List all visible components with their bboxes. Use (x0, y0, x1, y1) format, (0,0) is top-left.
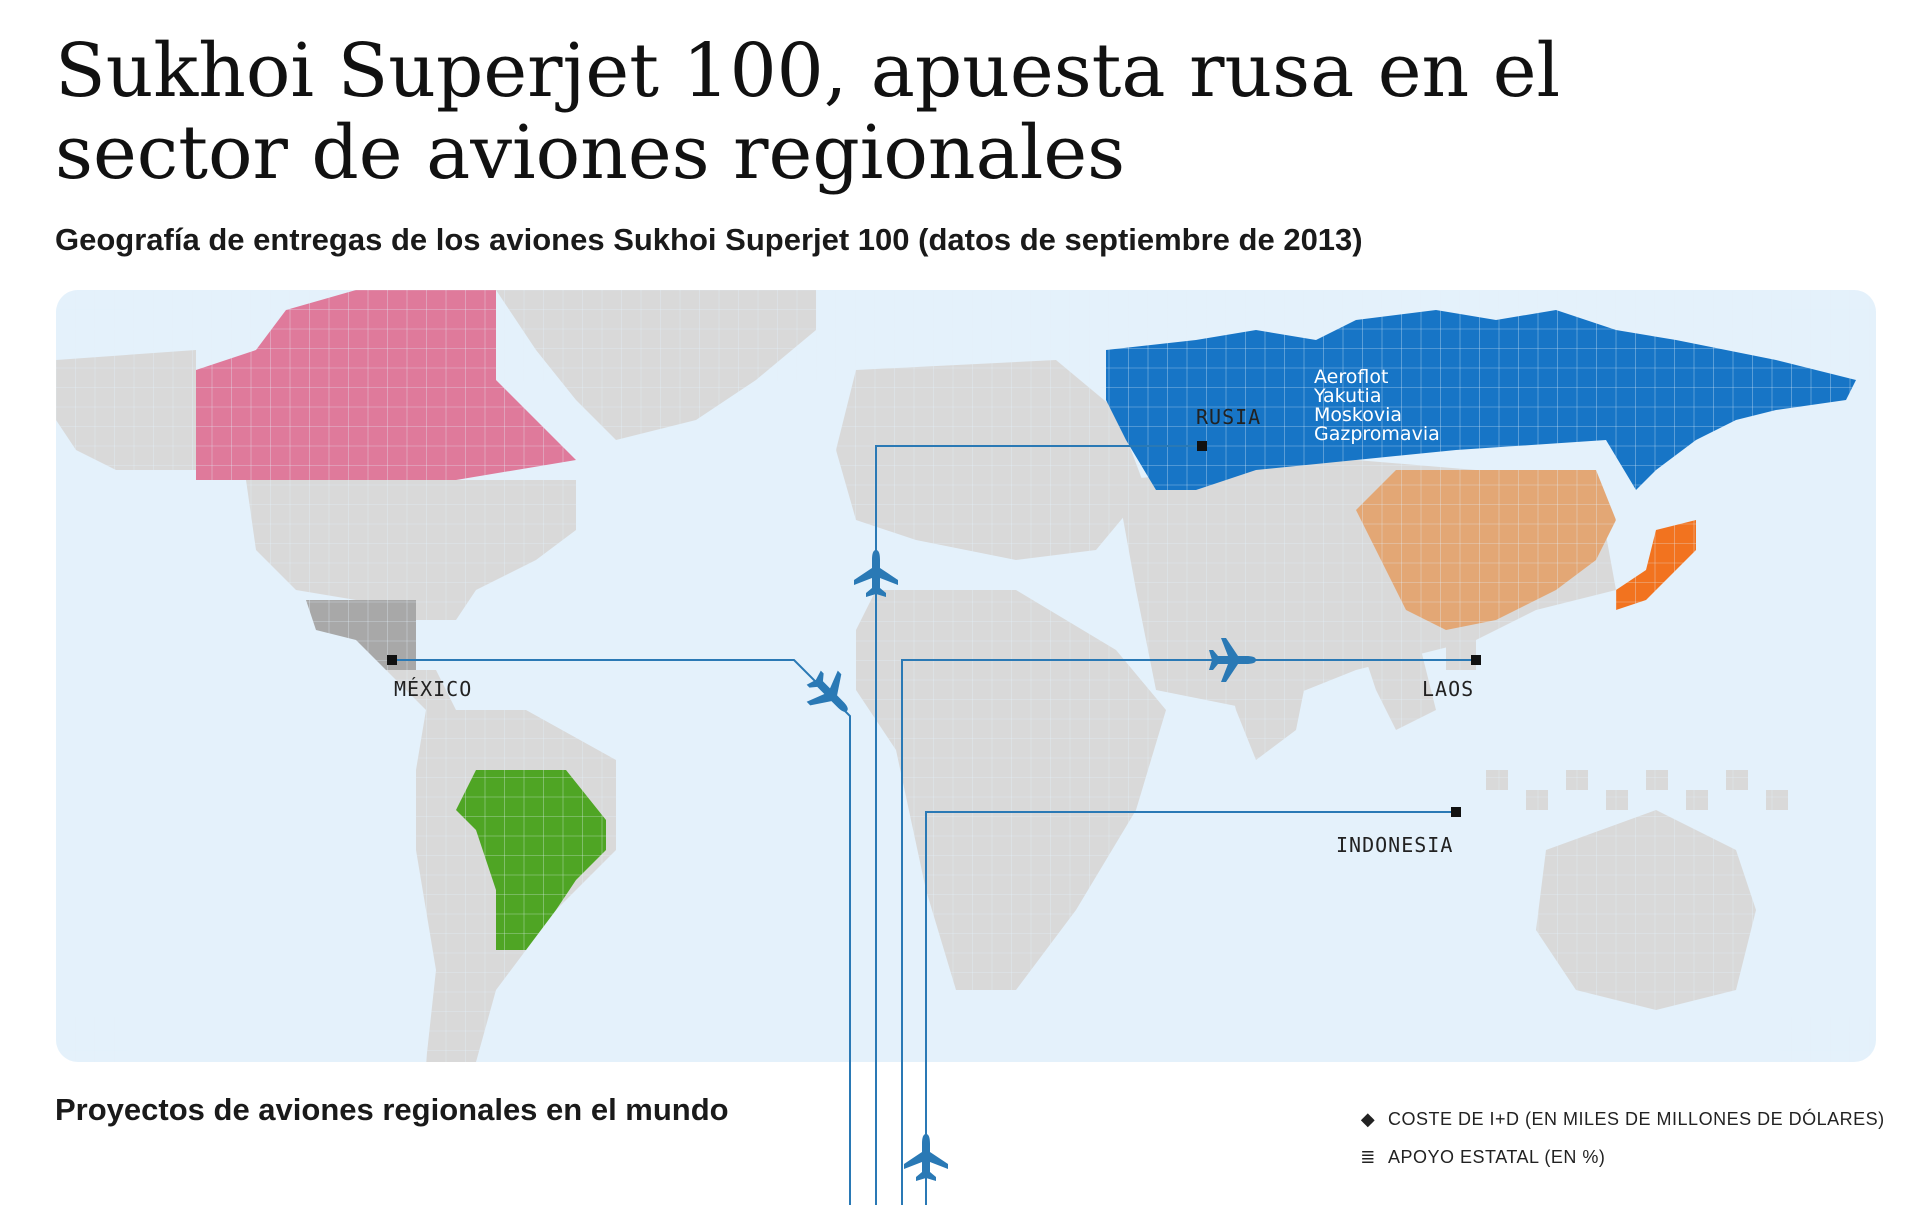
label-russia: RUSIA (1196, 405, 1262, 429)
legend-label-state-support: APOYO ESTATAL (EN %) (1388, 1146, 1606, 1167)
usa-land (246, 480, 576, 620)
laos-region (1446, 640, 1476, 670)
airline-moskovia: Moskovia (1314, 404, 1403, 426)
greenland-land (496, 290, 816, 440)
indonesia-island (1606, 790, 1628, 810)
page-title: Sukhoi Superjet 100, apuesta rusa en el … (55, 28, 1561, 196)
japan-region (1616, 520, 1696, 610)
africa-land (856, 590, 1166, 990)
airline-aeroflot: Aeroflot (1314, 366, 1389, 388)
plane-icon (904, 1134, 948, 1181)
section-title: Proyectos de aviones regionales en el mu… (55, 1092, 729, 1127)
europe-land (836, 360, 1146, 560)
diamond-icon: ◆ (1360, 1108, 1376, 1129)
australia-land (1536, 810, 1756, 1010)
russia-region (1106, 310, 1856, 490)
label-laos: LAOS (1422, 677, 1475, 701)
alaska-land (56, 350, 196, 470)
indonesia-island (1686, 790, 1708, 810)
airline-gazpromavia: Gazpromavia (1314, 423, 1440, 445)
indonesia-island (1486, 770, 1508, 790)
mexico-region (306, 600, 416, 670)
indonesia-island (1726, 770, 1748, 790)
world-map-pixels (56, 290, 1876, 1062)
legend-item-rd-cost: ◆ COSTE DE I+D (EN MILES DE MILLONES DE … (1358, 1100, 1885, 1138)
canada-region (196, 290, 576, 480)
airline-yakutia: Yakutia (1314, 385, 1382, 407)
world-map (56, 290, 1876, 1062)
legend: ◆ COSTE DE I+D (EN MILES DE MILLONES DE … (1358, 1100, 1885, 1176)
label-mexico: MÉXICO (394, 677, 473, 701)
label-indonesia: INDONESIA (1336, 833, 1454, 857)
indonesia-island (1646, 770, 1668, 790)
indonesia-island (1526, 790, 1548, 810)
legend-label-rd-cost: COSTE DE I+D (EN MILES DE MILLONES DE DÓ… (1388, 1108, 1885, 1129)
bars-icon: ≣ (1360, 1146, 1376, 1167)
map-subtitle: Geografía de entregas de los aviones Suk… (55, 222, 1363, 257)
russia-airlines-list: Aeroflot Yakutia Moskovia Gazpromavia (1314, 368, 1440, 444)
indonesia-island (1766, 790, 1788, 810)
legend-item-state-support: ≣ APOYO ESTATAL (EN %) (1358, 1138, 1885, 1176)
